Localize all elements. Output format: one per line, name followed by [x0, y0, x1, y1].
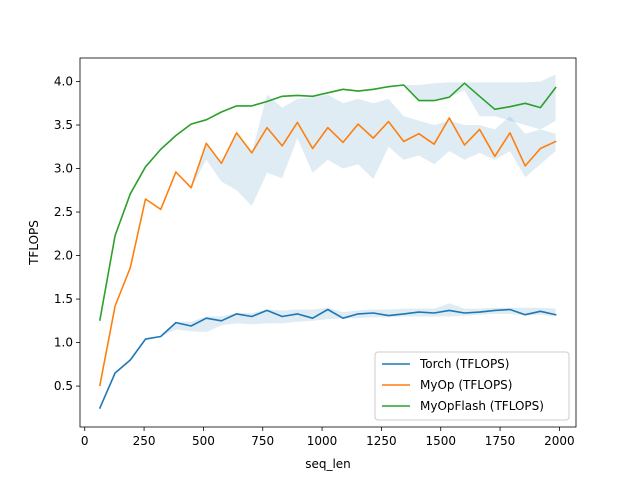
x-axis-label: seq_len [305, 457, 351, 471]
x-axis-ticks: 0 250 500 750 1000 1250 1500 1750 2000 [81, 427, 575, 448]
series-lines [98, 82, 557, 409]
y-tick-label-6: 3.5 [54, 118, 73, 132]
line-series-1 [98, 117, 557, 387]
y-tick-label-4: 2.5 [54, 205, 73, 219]
x-tick-label-2: 500 [192, 434, 215, 448]
y-axis-ticks: 0.5 1.0 1.5 2.0 2.5 3.0 3.5 4.0 [54, 74, 80, 393]
band-series-0 [99, 303, 556, 408]
line-series-2 [98, 82, 557, 321]
legend-label-1: MyOp (TFLOPS) [420, 378, 512, 392]
confidence-bands [99, 74, 556, 408]
x-tick-label-6: 1500 [425, 434, 456, 448]
legend-label-0: Torch (TFLOPS) [419, 357, 509, 371]
y-tick-label-5: 3.0 [54, 162, 73, 176]
line-series-0 [98, 308, 557, 409]
legend: Torch (TFLOPS) MyOp (TFLOPS) MyOpFlash (TF… [374, 351, 570, 421]
band-series-2 [99, 74, 556, 320]
x-tick-label-1: 250 [133, 434, 156, 448]
x-tick-label-0: 0 [81, 434, 89, 448]
y-tick-label-1: 1.0 [54, 336, 73, 350]
x-tick-label-8: 2000 [544, 434, 575, 448]
x-tick-label-5: 1250 [366, 434, 397, 448]
x-tick-label-7: 1750 [485, 434, 516, 448]
x-tick-label-4: 1000 [307, 434, 338, 448]
plot-frame [79, 57, 577, 428]
y-tick-label-0: 0.5 [54, 379, 73, 393]
legend-box [374, 351, 570, 421]
band-series-1 [99, 94, 556, 386]
legend-label-2: MyOpFlash (TFLOPS) [420, 399, 544, 413]
y-tick-label-2: 1.5 [54, 292, 73, 306]
y-tick-label-3: 2.0 [54, 249, 73, 263]
y-tick-label-7: 4.0 [54, 74, 73, 88]
x-tick-label-3: 750 [251, 434, 274, 448]
y-axis-label: TFLOPS [27, 220, 41, 266]
